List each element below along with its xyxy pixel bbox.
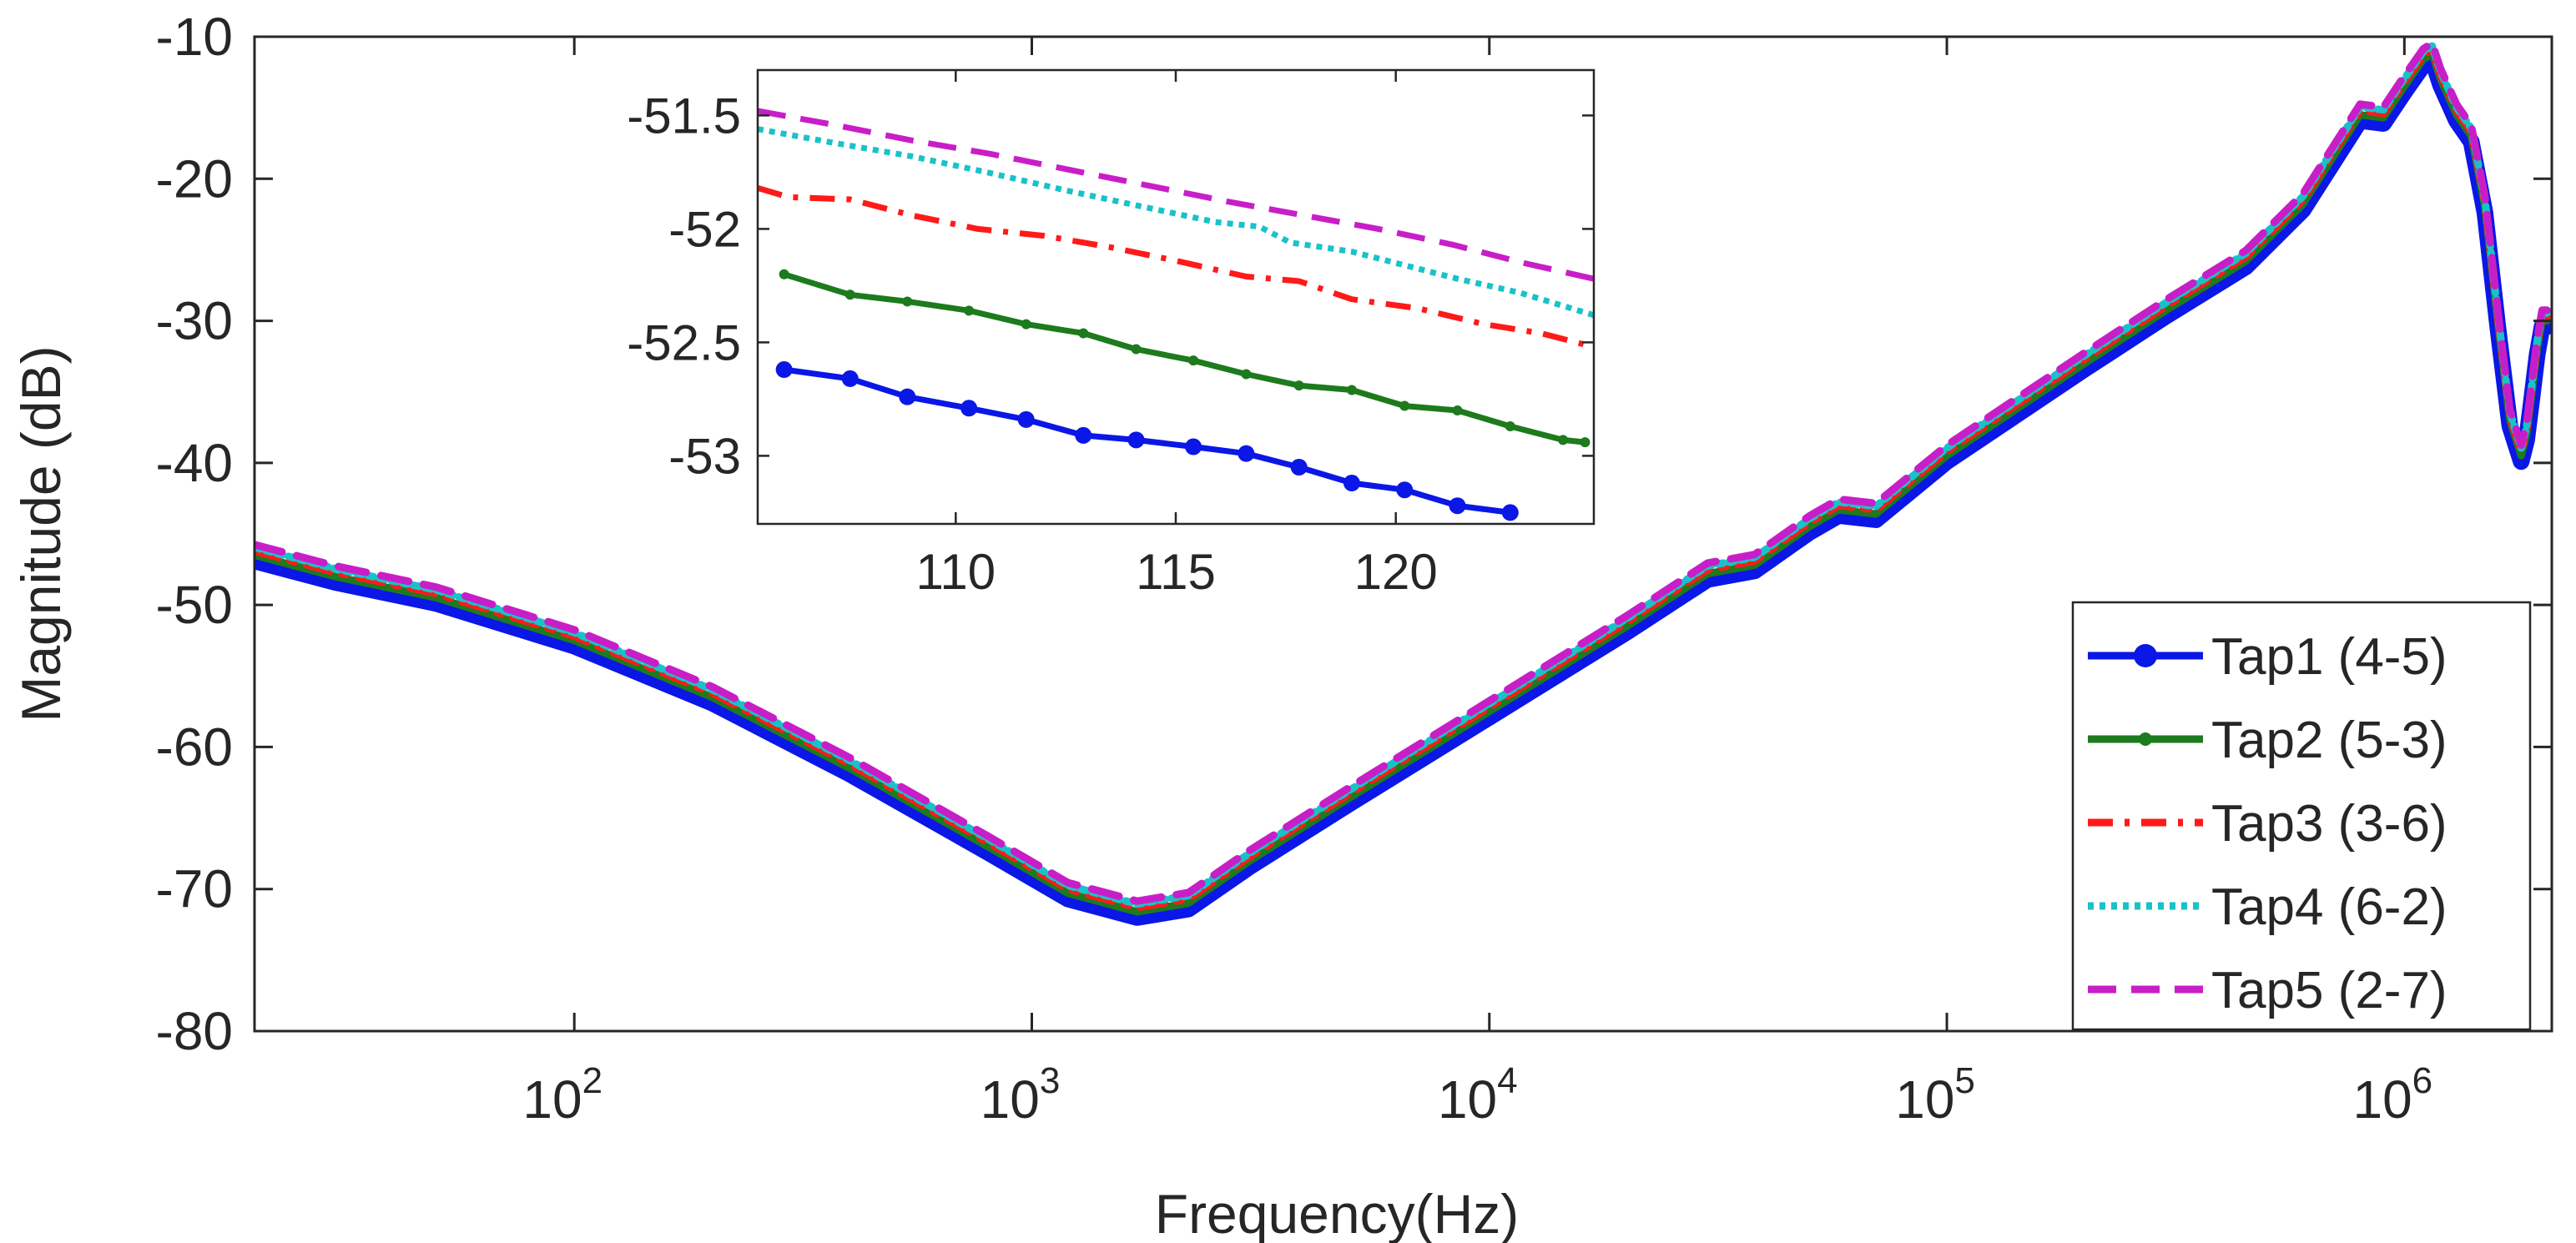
inset-series-line-1 (784, 366, 1511, 516)
inset-marker-1 (1238, 445, 1255, 462)
inset-marker-1 (960, 400, 978, 417)
main-series-group (255, 39, 2552, 926)
inset-marker-1 (1127, 431, 1145, 449)
inset-x-tick-label: 120 (1354, 544, 1438, 600)
inset-marker-2 (1241, 369, 1252, 380)
inset-marker-2 (1558, 435, 1569, 445)
inset-axis-ticks: -51.5 -52 -52.5 -53 110 115 120 (627, 70, 1594, 600)
inset-y-tick-label: -51.5 (627, 88, 741, 143)
inset-marker-1 (1501, 504, 1519, 521)
inset-marker-2 (1580, 437, 1590, 448)
inset-y-tick-label: -53 (668, 428, 741, 484)
main-series-line-5 (255, 39, 2551, 905)
y-tick-label: -20 (156, 148, 234, 209)
y-tick-label: -50 (156, 575, 234, 635)
inset-marker-2 (964, 305, 975, 316)
inset-background (758, 70, 1594, 524)
inset-series-line-4 (758, 126, 1594, 319)
inset-marker-2 (1188, 355, 1199, 366)
y-tick-label: -60 (156, 717, 234, 777)
legend: Tap1 (4-5) Tap2 (5-3) Tap3 (3-6) Tap4 (6-2)… (2071, 601, 2532, 1031)
y-tick-label: -30 (156, 291, 234, 351)
inset-series-line-3 (758, 185, 1594, 350)
inset-marker-2 (1021, 319, 1031, 330)
inset-marker-1 (1290, 459, 1308, 476)
inset-marker-1 (1343, 475, 1360, 492)
inset-marker-1 (1017, 410, 1035, 428)
inset-marker-1 (899, 388, 916, 405)
inset-marker-2 (1505, 421, 1515, 432)
legend-box (2071, 601, 2532, 1031)
x-tick-label: 106 (2352, 1060, 2432, 1130)
main-plot-frame (253, 35, 2553, 1033)
inset-marker-1 (1449, 497, 1466, 515)
y-axis-label: Magnitude (dB) (10, 345, 72, 722)
inset-marker-1 (1185, 438, 1202, 455)
inset-marker-1 (1075, 426, 1092, 444)
inset-y-tick-label: -52 (668, 201, 741, 257)
x-axis-label: Frequency(Hz) (1155, 1183, 1519, 1243)
legend-marker-2 (2139, 732, 2152, 746)
inset-marker-2 (1399, 400, 1410, 411)
inset-series-line-5 (758, 108, 1594, 282)
y-tick-label: -80 (156, 1001, 234, 1061)
inset-marker-2 (779, 269, 789, 279)
y-tick-label: -40 (156, 433, 234, 493)
inset-y-tick-label: -52.5 (627, 315, 741, 370)
legend-label-2: Tap2 (5-3) (2211, 712, 2447, 769)
y-tick-label: -70 (156, 859, 234, 919)
inset-marker-2 (1346, 385, 1357, 395)
inset-x-tick-label: 110 (915, 544, 996, 600)
inset-marker-2 (1452, 405, 1463, 415)
x-tick-label: 102 (522, 1060, 602, 1130)
inset-marker-2 (1078, 328, 1089, 339)
x-tick-label: 104 (1438, 1060, 1518, 1130)
inset-marker-1 (775, 361, 793, 379)
main-axis-ticks: -10 -20 -30 -40 -50 -60 -70 -80 102 103 104 105 106 (156, 7, 2552, 1130)
inset-marker-2 (1131, 344, 1142, 355)
inset-marker-1 (1396, 481, 1414, 499)
legend-label-5: Tap5 (2-7) (2211, 962, 2447, 1019)
inset-marker-2 (1293, 380, 1304, 391)
inset-marker-1 (841, 370, 859, 387)
inset-series-line-2 (783, 271, 1585, 445)
inset-series-group (758, 108, 1594, 521)
legend-label-4: Tap4 (6-2) (2211, 878, 2447, 936)
legend-marker-1 (2134, 644, 2157, 667)
legend-label-3: Tap3 (3-6) (2211, 795, 2447, 853)
inset-marker-2 (902, 296, 913, 307)
inset-x-tick-label: 115 (1136, 544, 1216, 600)
x-tick-label: 103 (980, 1060, 1061, 1130)
legend-label-1: Tap1 (4-5) (2211, 628, 2447, 686)
x-tick-label: 105 (1895, 1060, 1975, 1130)
inset-marker-2 (844, 289, 855, 300)
y-tick-label: -10 (156, 7, 234, 67)
